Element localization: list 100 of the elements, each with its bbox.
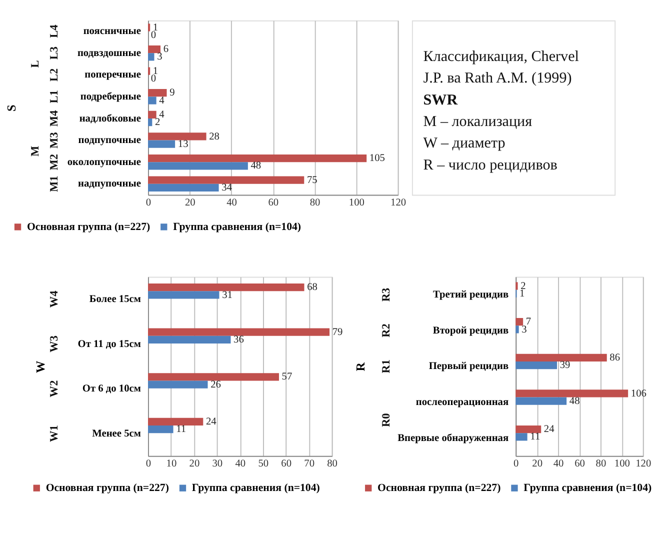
text: L2 — [48, 68, 61, 82]
y-tick-label: подвздошные — [77, 48, 142, 59]
x-tick-label: 50 — [258, 458, 269, 470]
y-tick-label: околопупочные — [67, 156, 142, 168]
x-tick-label: 120 — [390, 198, 406, 209]
data-label: 1 — [520, 288, 525, 300]
data-label: 11 — [176, 424, 186, 436]
x-tick-label: 40 — [226, 198, 237, 209]
data-label: 24 — [544, 424, 556, 436]
data-label: 68 — [307, 282, 318, 294]
data-label: 7 — [526, 316, 532, 328]
x-tick-label: 30 — [212, 458, 223, 470]
data-label: 9 — [170, 88, 175, 99]
bar — [148, 328, 330, 336]
data-label: 34 — [222, 182, 233, 194]
bar — [148, 118, 152, 126]
text: W2 — [48, 380, 61, 398]
text: M4 — [48, 110, 61, 127]
data-label: 3 — [522, 324, 527, 336]
y-tick-label: надлобковые — [79, 113, 142, 124]
bar — [148, 425, 174, 434]
x-tick-label: 40 — [235, 458, 246, 470]
bar — [516, 425, 542, 434]
y-axis-title: R — [354, 362, 368, 372]
x-tick-label: 60 — [574, 458, 585, 470]
text: M — [30, 146, 42, 157]
x-tick-label: 20 — [189, 458, 200, 470]
legend-label: Группа сравнения (n=104) — [192, 482, 320, 494]
legend-label: Группа сравнения (n=104) — [524, 482, 652, 494]
text: R2 — [380, 323, 392, 338]
bar — [148, 140, 176, 148]
y-axis-title: S — [4, 104, 18, 112]
bar — [148, 418, 204, 426]
bar — [148, 45, 160, 54]
y-tick-label: надпупочные — [78, 178, 142, 190]
data-label: 79 — [332, 326, 343, 338]
data-label: 11 — [530, 432, 540, 443]
y-tick-label: поясничные — [83, 26, 142, 38]
bar — [148, 154, 367, 162]
text: M3 — [48, 132, 61, 148]
legend-label: Группа сравнения (n=104) — [173, 220, 302, 233]
bar — [516, 361, 558, 370]
bar — [148, 184, 219, 192]
y-tick-label: Третий рецидив — [432, 290, 509, 301]
y-tick-label: От 6 до 10см — [82, 384, 141, 395]
data-label: 86 — [610, 352, 620, 364]
text: R0 — [380, 412, 392, 427]
y-tick-label: подпупочные — [78, 135, 142, 146]
x-tick-label: 80 — [310, 198, 320, 209]
x-tick-label: 40 — [553, 458, 564, 470]
text: R3 — [380, 287, 392, 302]
data-label: 106 — [630, 388, 646, 400]
bar — [516, 318, 524, 326]
data-label: 6 — [163, 44, 169, 56]
x-tick-label: 20 — [532, 458, 543, 470]
x-tick-label: 0 — [146, 198, 152, 209]
y-tick-label: Впервые обнаруженная — [398, 432, 509, 444]
data-label: 3 — [157, 52, 162, 63]
bar — [516, 397, 567, 405]
data-label: 4 — [159, 109, 166, 120]
y-tick-label: От 11 до 15см — [78, 338, 141, 350]
x-tick-label: 0 — [146, 458, 152, 470]
y-tick-label: поперечные — [84, 70, 142, 81]
data-label: 48 — [250, 160, 262, 172]
text: L1 — [48, 90, 61, 104]
text: M1 — [48, 175, 61, 192]
x-tick-label: 80 — [596, 458, 606, 470]
x-tick-label: 60 — [281, 458, 292, 470]
y-tick-label: Первый рецидив — [428, 361, 509, 372]
x-tick-label: 10 — [166, 458, 177, 470]
text: W1 — [48, 424, 61, 442]
y-tick-label: Второй рецидив — [432, 325, 509, 336]
bar — [148, 96, 156, 104]
bar — [148, 291, 220, 299]
bar — [148, 336, 231, 344]
data-label: 0 — [150, 74, 156, 85]
data-label: 26 — [210, 379, 221, 390]
bar — [148, 373, 279, 381]
bar — [516, 354, 607, 362]
data-label: 2 — [154, 117, 160, 128]
data-label: 39 — [560, 360, 570, 372]
x-tick-label: 120 — [636, 458, 652, 470]
text: R – число рецидивов — [423, 157, 558, 174]
legend-label: Основная группа (n=227) — [378, 482, 502, 494]
x-tick-label: 60 — [268, 198, 279, 209]
data-label: 57 — [282, 372, 292, 383]
bar — [516, 390, 628, 398]
bar — [516, 433, 528, 441]
x-tick-label: 80 — [327, 458, 338, 470]
data-label: 28 — [209, 131, 220, 142]
data-label: 13 — [178, 138, 188, 150]
text: M – локализация — [423, 114, 532, 130]
data-label: 31 — [222, 290, 232, 301]
data-label: 105 — [369, 153, 385, 164]
bar — [148, 110, 156, 118]
data-label: 24 — [206, 416, 218, 428]
text: W3 — [48, 335, 61, 352]
legend-label: Основная группа (n=227) — [26, 220, 150, 233]
text: L — [30, 60, 42, 68]
text: L3 — [48, 46, 61, 60]
